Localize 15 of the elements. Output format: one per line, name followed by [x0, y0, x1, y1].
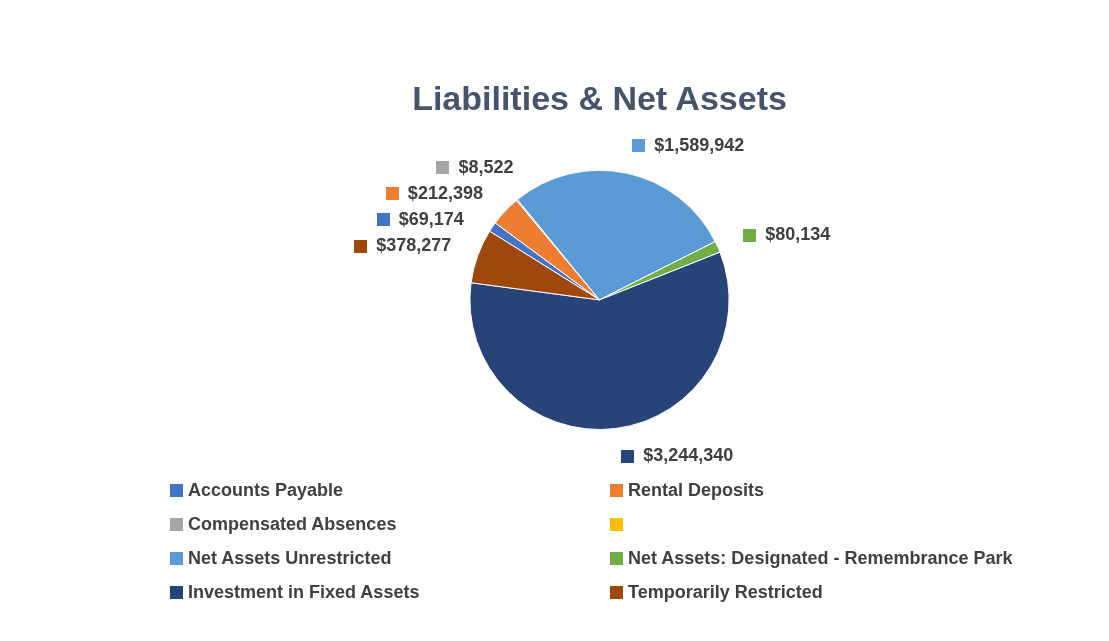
- data-label: $212,398: [407, 182, 483, 203]
- legend-label: Net Assets Unrestricted: [188, 547, 392, 569]
- legend-label: Accounts Payable: [188, 479, 344, 501]
- data-label: $3,244,340: [643, 444, 734, 465]
- data-label: $8,522: [458, 156, 514, 177]
- legend-label: Rental Deposits: [628, 479, 765, 501]
- legend-label: Temporarily Restricted: [628, 581, 823, 603]
- legend-label: Compensated Absences: [188, 513, 397, 535]
- chart-title: Liabilities & Net Assets: [412, 78, 787, 117]
- data-label: $378,277: [376, 235, 452, 256]
- legend-label: Net Assets: Designated - Remembrance Park: [628, 547, 1013, 569]
- data-label: $1,589,942: [654, 134, 745, 155]
- data-label: $69,174: [398, 208, 464, 229]
- data-label: $80,134: [765, 224, 831, 245]
- legend-label: Investment in Fixed Assets: [188, 581, 420, 603]
